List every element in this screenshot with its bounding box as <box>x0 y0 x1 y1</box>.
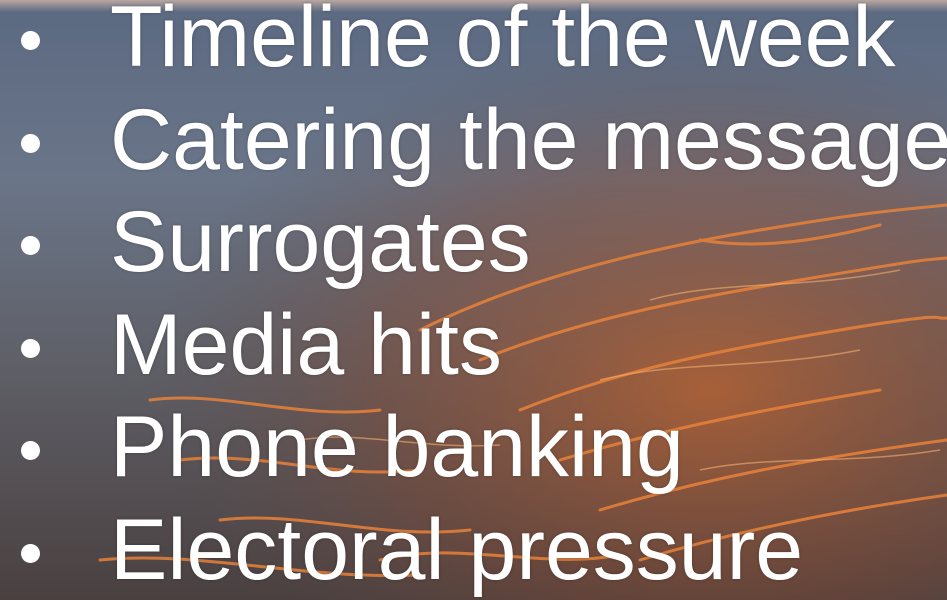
bullet-text: Timeline of the week <box>110 0 896 85</box>
bullet-dot <box>21 543 40 563</box>
bullet-dot <box>21 338 40 358</box>
bullet-dot <box>21 31 40 51</box>
bullet-item: Catering the message <box>0 89 947 192</box>
bullet-dot <box>21 133 40 153</box>
bullet-dot <box>21 236 40 256</box>
bullet-item: Phone banking <box>0 396 947 499</box>
bullet-item: Surrogates <box>0 191 947 294</box>
bullet-text: Catering the message <box>110 91 947 188</box>
bullet-item: Timeline of the week <box>0 0 947 89</box>
bullet-text: Electoral pressure <box>110 501 804 598</box>
bullet-text: Phone banking <box>110 399 684 495</box>
bullet-text: Surrogates <box>110 194 531 290</box>
bullet-dot <box>21 441 40 461</box>
bullet-item: Electoral pressure <box>0 499 947 600</box>
bullet-text: Media hits <box>110 296 502 393</box>
bullet-item: Media hits <box>0 294 947 397</box>
